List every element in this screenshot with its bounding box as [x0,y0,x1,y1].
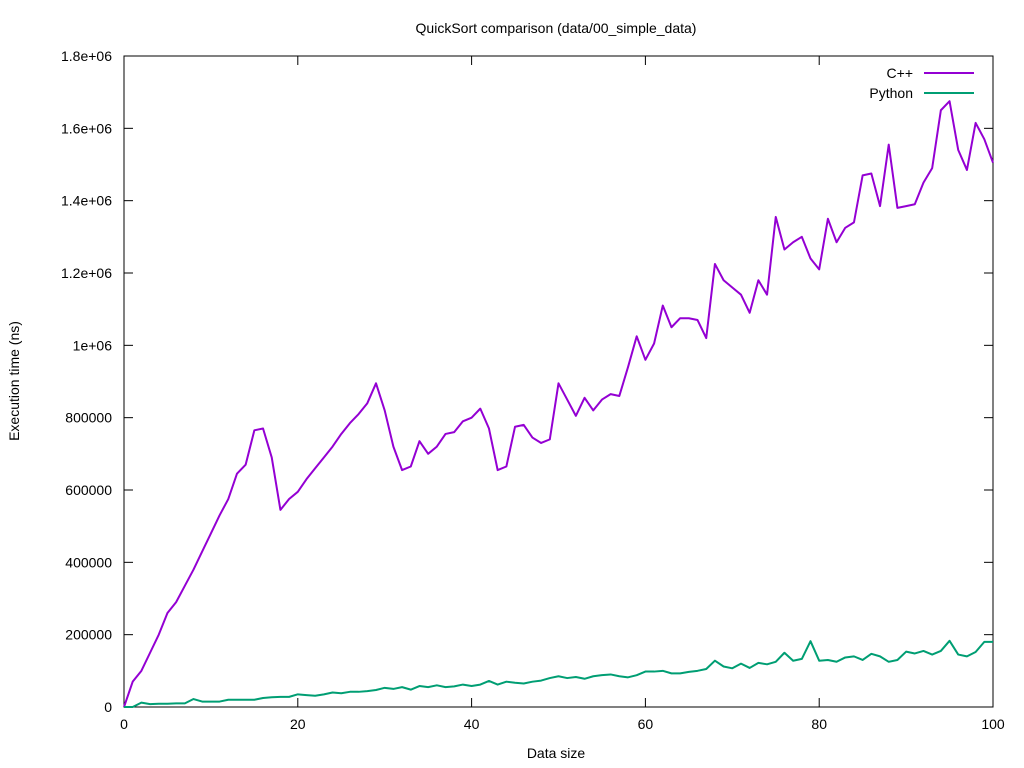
y-axis-label: Execution time (ns) [6,321,22,441]
y-tick-label: 200000 [65,627,112,643]
y-axis-ticks: 0 200000 400000 600000 800000 1e+06 1.2e+06 1.4… [61,48,993,715]
y-tick-label: 400000 [65,554,112,570]
plot-area-frame [123,55,994,708]
y-tick-label: 1.2e+06 [61,265,112,281]
y-tick-label: 1.4e+06 [61,193,112,209]
y-tick-label: 800000 [65,410,112,426]
x-axis-ticks: 0 20 40 60 80 100 [120,56,1005,732]
y-tick-label: 1.8e+06 [61,48,112,64]
y-tick-label: 600000 [65,482,112,498]
x-tick-label: 100 [981,716,1005,732]
x-tick-label: 80 [811,716,827,732]
series-line-python [124,639,993,708]
y-tick-label: 1.6e+06 [61,120,112,136]
series-lines [123,100,994,708]
x-axis-label: Data size [527,745,586,761]
x-tick-label: 20 [290,716,306,732]
legend-label-c: C++ [887,65,913,81]
x-tick-label: 60 [638,716,654,732]
series-line-c [123,100,994,708]
x-tick-label: 0 [120,716,128,732]
plot-border [123,55,994,708]
legend-label-python: Python [869,85,913,101]
legend: C++ Python [869,65,974,101]
y-tick-label: 0 [104,699,112,715]
chart-title: QuickSort comparison (data/00_simple_dat… [416,20,697,36]
y-tick-label: 1e+06 [73,337,113,353]
x-tick-label: 40 [464,716,480,732]
